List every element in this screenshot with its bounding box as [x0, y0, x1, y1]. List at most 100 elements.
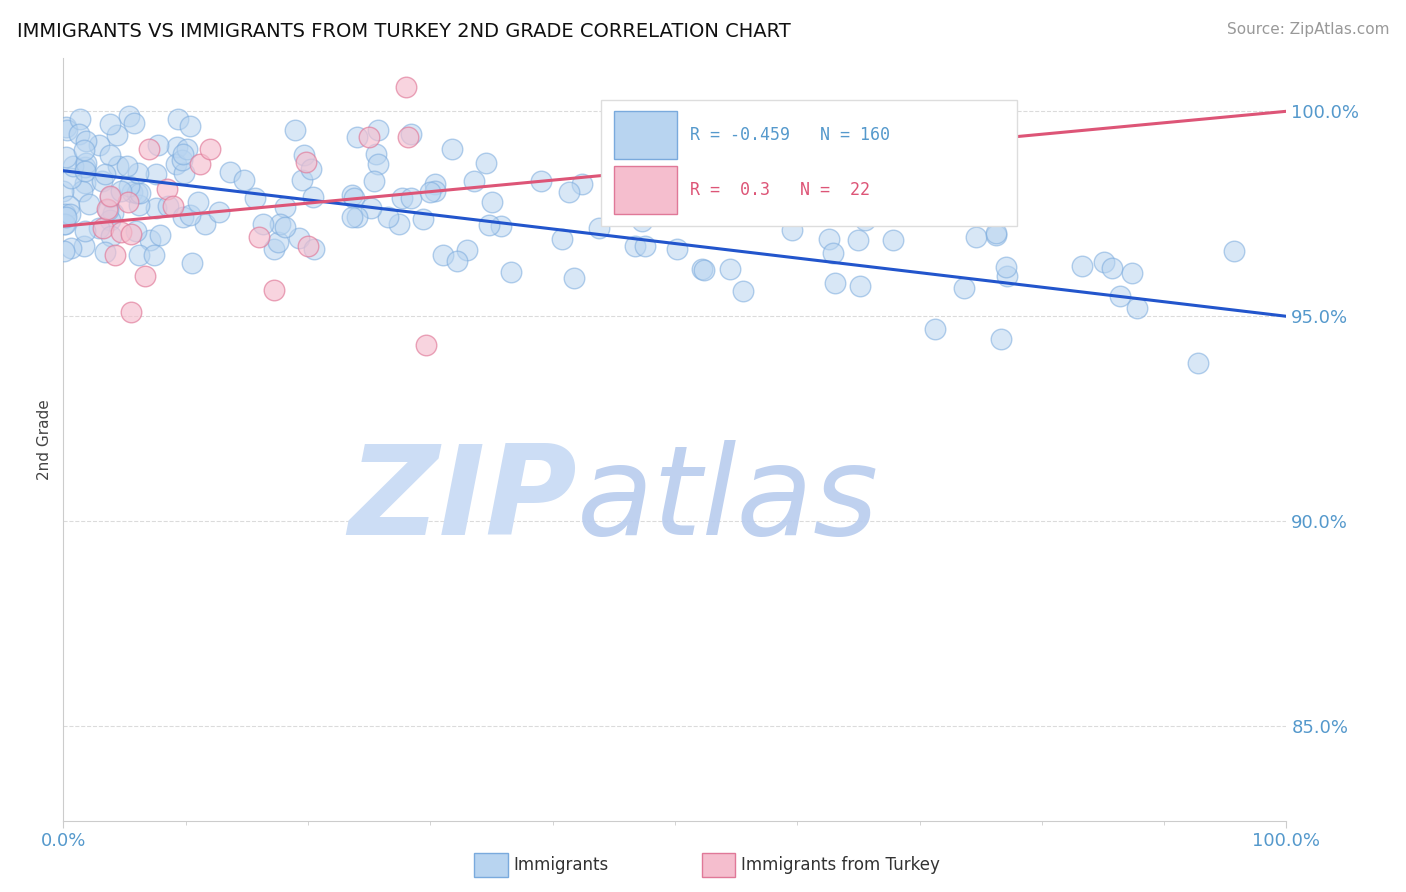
- Point: [263, 242, 285, 256]
- Point: [149, 227, 172, 242]
- Point: [530, 174, 553, 188]
- FancyBboxPatch shape: [602, 100, 1018, 226]
- Point: [733, 285, 755, 299]
- Point: [120, 227, 142, 242]
- Point: [142, 247, 165, 261]
- Point: [55, 123, 77, 137]
- Point: [233, 173, 256, 187]
- Point: [853, 213, 876, 227]
- Point: [346, 129, 368, 144]
- FancyBboxPatch shape: [614, 112, 678, 159]
- Point: [67, 127, 90, 141]
- Point: [94, 167, 117, 181]
- Point: [187, 194, 209, 209]
- Point: [145, 168, 167, 182]
- Point: [846, 233, 869, 247]
- Point: [179, 120, 201, 134]
- Point: [718, 261, 741, 276]
- Point: [734, 193, 756, 207]
- Point: [156, 199, 179, 213]
- Point: [1071, 259, 1094, 273]
- Point: [87, 138, 110, 153]
- Point: [162, 199, 184, 213]
- Point: [124, 116, 146, 130]
- Point: [965, 230, 987, 244]
- Point: [274, 220, 297, 235]
- Point: [692, 262, 714, 277]
- Point: [120, 305, 142, 319]
- Point: [995, 268, 1018, 283]
- Point: [613, 205, 636, 219]
- Point: [630, 213, 652, 227]
- Point: [994, 260, 1017, 274]
- Point: [75, 156, 97, 170]
- Point: [179, 208, 201, 222]
- Point: [75, 134, 97, 148]
- Point: [97, 203, 120, 218]
- Point: [1126, 301, 1149, 315]
- Point: [62, 159, 84, 173]
- Point: [103, 205, 125, 219]
- Point: [367, 123, 389, 137]
- Point: [343, 191, 366, 205]
- Point: [100, 228, 122, 243]
- Point: [87, 220, 110, 235]
- Point: [295, 155, 318, 169]
- Point: [1092, 254, 1115, 268]
- Point: [990, 333, 1012, 347]
- Text: Immigrants from Turkey: Immigrants from Turkey: [741, 856, 939, 874]
- Point: [252, 217, 274, 231]
- Text: R =  0.3   N =  22: R = 0.3 N = 22: [689, 181, 869, 199]
- Point: [208, 205, 231, 219]
- Point: [693, 263, 716, 277]
- Point: [603, 176, 626, 190]
- Point: [59, 171, 82, 186]
- Point: [69, 112, 91, 126]
- Point: [138, 142, 160, 156]
- Point: [134, 269, 156, 284]
- Point: [53, 217, 76, 231]
- Point: [446, 253, 468, 268]
- Point: [53, 207, 76, 221]
- Point: [91, 174, 114, 188]
- Point: [73, 176, 96, 190]
- Point: [1187, 355, 1209, 369]
- Point: [357, 130, 380, 145]
- Point: [1101, 260, 1123, 275]
- Point: [425, 177, 447, 191]
- Point: [291, 172, 314, 186]
- Point: [128, 198, 150, 212]
- Point: [301, 190, 323, 204]
- Point: [118, 109, 141, 123]
- Point: [475, 155, 498, 169]
- Text: R = -0.459   N = 160: R = -0.459 N = 160: [689, 126, 890, 144]
- Point: [1222, 244, 1244, 258]
- Point: [247, 230, 270, 244]
- Point: [550, 231, 572, 245]
- Point: [984, 228, 1007, 243]
- Point: [412, 211, 434, 226]
- Point: [269, 217, 291, 231]
- Point: [489, 219, 512, 233]
- Point: [302, 242, 325, 256]
- Point: [72, 239, 94, 253]
- Point: [145, 201, 167, 215]
- Point: [52, 184, 75, 198]
- Point: [121, 185, 143, 199]
- Point: [91, 221, 114, 235]
- Point: [104, 248, 127, 262]
- Point: [70, 184, 93, 198]
- Point: [456, 243, 478, 257]
- Point: [218, 165, 240, 179]
- Point: [129, 186, 152, 200]
- Point: [98, 190, 121, 204]
- Point: [75, 163, 97, 178]
- Point: [288, 230, 311, 244]
- Point: [118, 178, 141, 193]
- Point: [110, 225, 132, 239]
- Point: [127, 166, 149, 180]
- Text: IMMIGRANTS VS IMMIGRANTS FROM TURKEY 2ND GRADE CORRELATION CHART: IMMIGRANTS VS IMMIGRANTS FROM TURKEY 2ND…: [17, 22, 790, 41]
- Point: [557, 185, 579, 199]
- Point: [292, 148, 315, 162]
- Point: [571, 178, 593, 192]
